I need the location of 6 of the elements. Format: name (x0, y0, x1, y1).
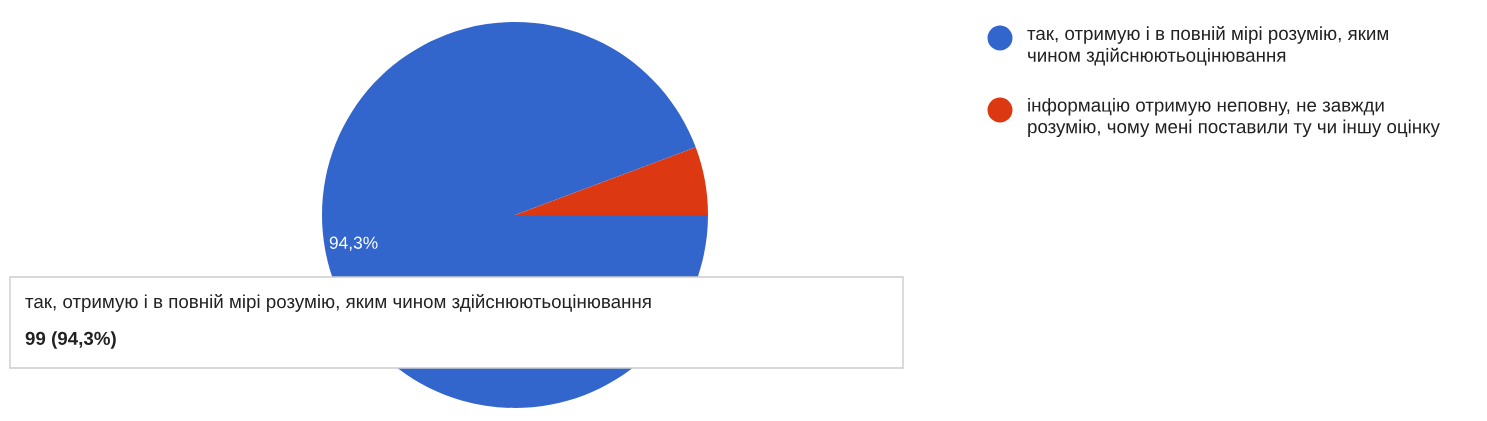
data-label: 94,3% (329, 236, 378, 251)
pie-slice (515, 147, 708, 215)
legend-label: інформацію отримую неповну, не завжди розумію, чому мені поставили ту чи іншу оцінку (1028, 98, 1440, 138)
text: так, отримую і в повній мірі розумію, яким чином здійснюютьоцінювання (25, 294, 651, 312)
legend-label: так, отримую і в повній мірі розумію, яким чином здійснюютьоцінювання (1027, 26, 1388, 66)
text: 99 (94,3%) (25, 331, 116, 349)
